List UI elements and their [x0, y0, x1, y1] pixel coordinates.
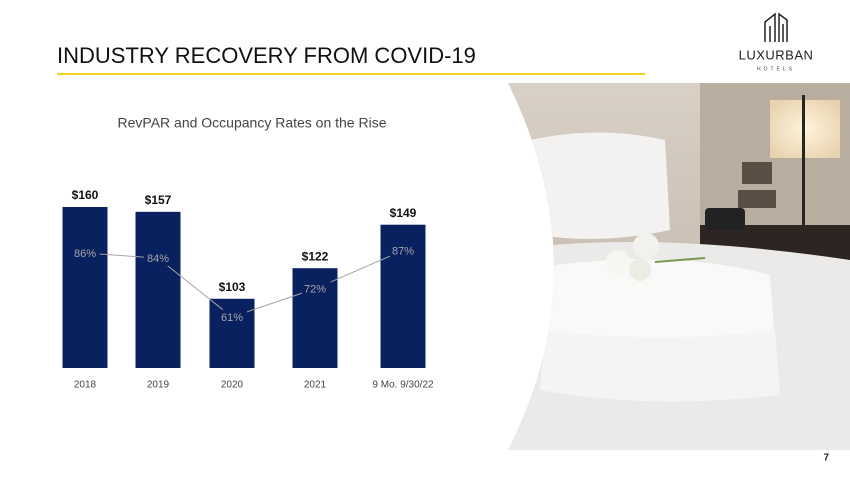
bar-value-label: $160: [72, 188, 99, 202]
bar: [292, 268, 338, 368]
page-number: 7: [823, 453, 829, 464]
bar: [135, 211, 181, 368]
bar-value-label: $103: [219, 280, 246, 294]
slide-title: INDUSTRY RECOVERY FROM COVID-19: [57, 43, 476, 68]
bar-value-label: $149: [390, 206, 417, 220]
bar: [62, 207, 108, 368]
occupancy-label: 84%: [147, 253, 169, 265]
x-tick-label: 2019: [147, 380, 170, 391]
bar: [209, 298, 255, 368]
bar-value-label: $157: [145, 193, 172, 207]
x-tick-label: 2018: [74, 380, 97, 391]
occupancy-label: 61%: [221, 312, 243, 324]
logo: LUXURBAN HOTELS: [739, 12, 814, 72]
occupancy-label: 72%: [304, 284, 326, 296]
bar: [380, 224, 426, 368]
logo-text: LUXURBAN: [739, 47, 814, 62]
occupancy-line: [84, 249, 404, 318]
x-tick-label: 9 Mo. 9/30/22: [372, 380, 434, 391]
hotel-photo: [508, 83, 850, 450]
plot: $160 $157 $103 $122 $149 86% 84% 61% 72% 87% 2018 2…: [62, 188, 434, 391]
bar-value-label: $122: [302, 249, 329, 263]
x-tick-label: 2021: [304, 380, 327, 391]
x-tick-label: 2020: [221, 380, 244, 391]
chart-title: RevPAR and Occupancy Rates on the Rise: [118, 115, 387, 131]
occupancy-label: 86%: [74, 248, 96, 260]
logo-subtext: HOTELS: [757, 66, 795, 72]
occupancy-label: 87%: [392, 245, 414, 257]
